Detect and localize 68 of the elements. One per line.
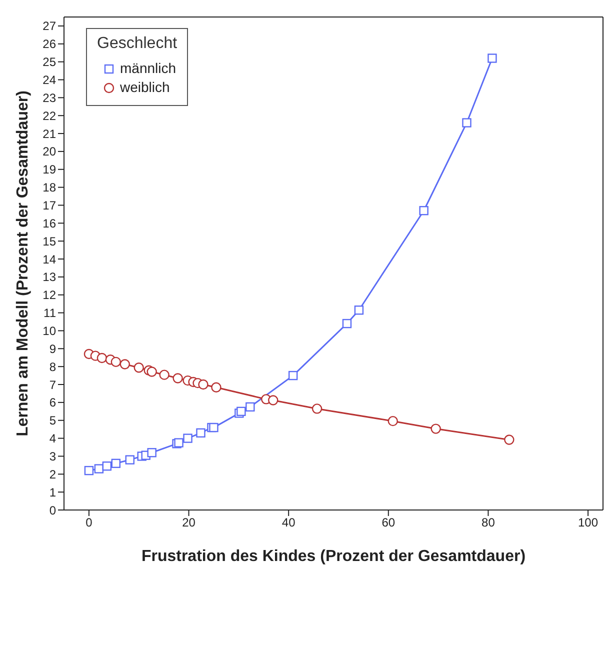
- x-tick-label: 100: [578, 516, 598, 530]
- point: [159, 370, 170, 380]
- y-tick-label: 2: [49, 467, 56, 482]
- y-axis-title: Lernen am Modell (Prozent der Gesamtdauer): [14, 90, 32, 436]
- point: [172, 373, 183, 384]
- y-tick-label: 8: [49, 360, 56, 374]
- y-tick-label: 12: [42, 288, 56, 302]
- point: [94, 464, 104, 474]
- point: [288, 370, 298, 380]
- point: [488, 54, 497, 63]
- y-tick-label: 22: [42, 108, 56, 123]
- x-axis-title: Frustration des Kindes (Prozent der Gesamtdauer): [141, 548, 526, 565]
- point: [388, 416, 398, 426]
- x-tick-label: 80: [482, 516, 496, 530]
- legend-label: weiblich: [119, 78, 171, 97]
- point: [430, 424, 441, 434]
- point: [102, 461, 112, 471]
- y-tick-label: 7: [49, 378, 56, 392]
- y-tick-label: 9: [49, 342, 56, 356]
- y-tick-label: 24: [42, 73, 56, 88]
- point: [146, 366, 157, 377]
- y-tick-label: 10: [42, 324, 56, 338]
- point: [84, 466, 94, 476]
- y-tick-label: 14: [42, 252, 56, 266]
- x-tick-label: 20: [182, 516, 196, 530]
- point: [354, 306, 364, 315]
- point: [110, 356, 122, 368]
- point: [268, 395, 278, 406]
- y-tick-label: 21: [42, 126, 56, 141]
- point: [183, 434, 192, 443]
- y-tick-label: 17: [42, 198, 56, 212]
- x-tick-label: 60: [382, 516, 396, 530]
- point: [211, 382, 222, 392]
- y-tick-label: 23: [42, 90, 56, 105]
- y-tick-label: 20: [42, 144, 56, 159]
- y-tick-label: 16: [42, 216, 56, 230]
- y-tick-label: 3: [49, 449, 56, 464]
- y-tick-label: 26: [42, 37, 56, 52]
- point: [504, 434, 514, 445]
- point: [198, 379, 208, 390]
- y-tick-label: 27: [42, 19, 56, 34]
- y-tick-label: 15: [42, 234, 56, 248]
- y-tick-label: 13: [42, 270, 56, 284]
- legend-label: männlich: [119, 59, 178, 78]
- legend-title: Geschlecht: [97, 35, 178, 53]
- y-tick-label: 19: [42, 162, 56, 177]
- point: [96, 352, 108, 364]
- y-tick-label: 18: [42, 180, 56, 195]
- y-tick-label: 0: [49, 503, 56, 518]
- x-tick-label: 40: [282, 516, 296, 530]
- x-tick-label: 0: [86, 516, 93, 530]
- y-tick-label: 5: [49, 414, 56, 428]
- y-tick-label: 11: [44, 306, 56, 320]
- point: [462, 118, 472, 128]
- y-tick-label: 1: [49, 485, 56, 500]
- point: [120, 359, 130, 370]
- point: [147, 448, 156, 458]
- point: [111, 458, 121, 468]
- point: [246, 402, 255, 412]
- y-tick-label: 4: [49, 432, 56, 446]
- y-tick-label: 25: [42, 55, 56, 70]
- y-tick-label: 6: [49, 396, 56, 410]
- point: [125, 455, 134, 464]
- point: [419, 206, 428, 216]
- point: [134, 362, 144, 373]
- point: [196, 428, 206, 438]
- point: [312, 404, 322, 414]
- point: [342, 318, 352, 328]
